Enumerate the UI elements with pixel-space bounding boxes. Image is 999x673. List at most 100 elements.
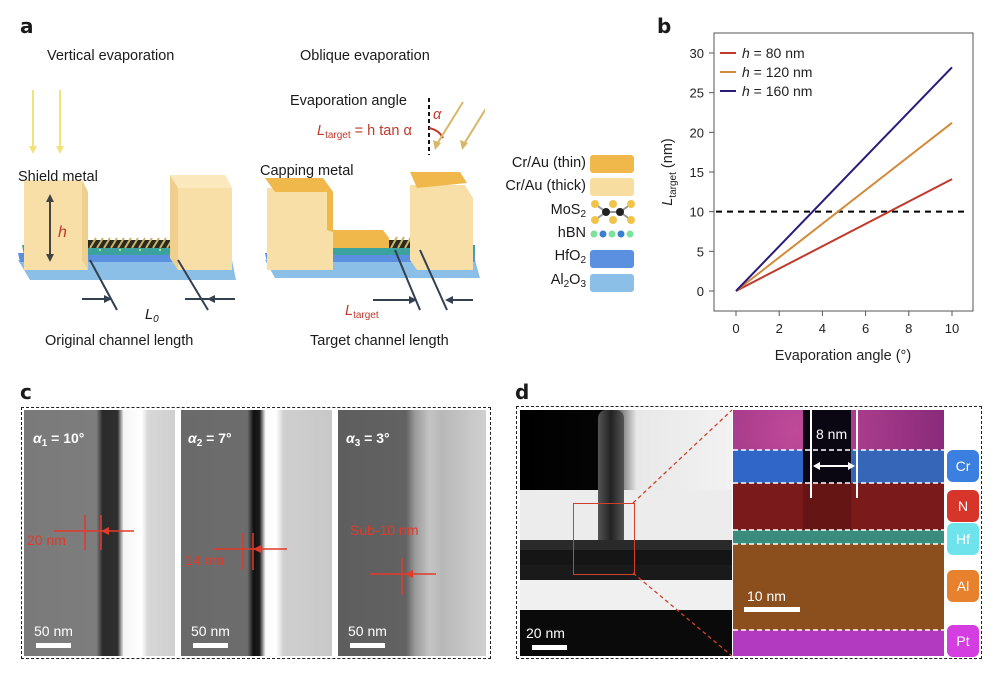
sem-3-angle: α3 = 3°	[346, 430, 390, 449]
panel-a-letter: a	[20, 14, 34, 38]
legend-entry: h = 80 nm	[742, 45, 805, 61]
ltarget-sub: target	[353, 310, 379, 321]
right-capped-block	[410, 172, 473, 270]
y-axis-label-sub: target	[668, 172, 679, 198]
measure-1: 20 nm	[27, 532, 66, 548]
tem-image: 20 nm	[520, 410, 732, 656]
panel-b-letter: b	[657, 14, 672, 38]
x-tick-label: 0	[732, 321, 739, 336]
h-label: h	[58, 224, 67, 241]
l0-main: L	[145, 307, 154, 323]
hfo2-sub: 2	[580, 255, 586, 266]
hbn-dots-icon	[590, 230, 634, 238]
legend-swatch-hfo2	[590, 250, 634, 268]
alpha-3-value: = 3°	[360, 430, 390, 446]
alpha-2-sub: 2	[196, 438, 203, 449]
sem-3-scale-bar	[350, 643, 385, 648]
legend-entry: h = 160 nm	[742, 83, 812, 99]
series-line-h-120-nm	[735, 122, 953, 292]
legend-swatch-al2o3	[590, 274, 634, 292]
mos2-main: MoS	[550, 202, 581, 218]
eds-map: 8 nm 10 nm	[733, 410, 944, 656]
legend-label-cr-au-thick: Cr/Au (thick)	[505, 178, 586, 194]
element-badge-pt: Pt	[947, 625, 979, 657]
formula-main: L	[317, 123, 326, 139]
alpha-1-value: = 10°	[47, 430, 85, 446]
measure-1-marker-icon	[54, 515, 134, 550]
measure-2-marker-icon	[213, 533, 287, 570]
legend-label-cr-au-thin: Cr/Au (thin)	[511, 155, 586, 171]
sem-1-scale-label: 50 nm	[34, 623, 73, 639]
zoom-connector-lines	[632, 409, 733, 657]
al2o3-o: O	[569, 272, 581, 288]
sem-image-3: α3 = 3° Sub-10 nm 50 nm	[338, 410, 486, 656]
ltarget-label: Ltarget	[345, 303, 379, 321]
panel-c-frame	[21, 407, 491, 659]
right-shield-metal	[170, 175, 232, 270]
y-tick-label: 0	[697, 284, 704, 299]
legend-swatch-cr-au-thick	[590, 178, 634, 196]
al2o3-main: Al	[550, 272, 564, 288]
oblique-evaporation-title: Oblique evaporation	[300, 48, 430, 64]
alpha-3: α	[346, 430, 355, 446]
y-axis-label-main: L	[660, 198, 676, 206]
hfo2-main: HfO	[554, 248, 581, 264]
measure-3-marker-icon	[370, 558, 436, 595]
measure-3: Sub-10 nm	[350, 522, 419, 538]
vertical-evaporation-title: Vertical evaporation	[47, 48, 175, 64]
ltarget-main: L	[345, 303, 354, 319]
series-line-h-80-nm	[735, 178, 953, 292]
oblique-evaporation-diagram	[265, 98, 485, 311]
panel-d-frame	[516, 406, 982, 659]
formula-label: Ltarget = h tan α	[317, 123, 412, 141]
formula-rest: = h tan α	[350, 123, 412, 139]
eds-scale-bar	[744, 607, 800, 612]
alpha-3-sub: 3	[354, 438, 361, 449]
series-line-h-160-nm	[735, 66, 953, 292]
alpha-label: α	[433, 107, 442, 123]
panel-c-letter: c	[20, 380, 32, 404]
sem-image-1: α1 = 10° 20 nm 50 nm	[24, 410, 175, 656]
legend-label-al2o3: Al2O3	[500, 272, 586, 290]
al2o3-sub2: 3	[580, 279, 586, 290]
y-tick-label: 20	[690, 125, 704, 140]
mos2-molecule-icon	[591, 200, 635, 224]
vertical-evaporation-diagram	[18, 90, 236, 311]
x-tick-label: 4	[819, 321, 826, 336]
tem-scale-label: 20 nm	[526, 625, 565, 641]
target-channel-caption: Target channel length	[310, 333, 449, 349]
left-shield-metal	[24, 180, 88, 270]
legend-label-hbn: hBN	[557, 225, 586, 241]
evaporation-angle-label: Evaporation angle	[290, 93, 407, 109]
element-badge-cr: Cr	[947, 450, 979, 482]
formula-sub: target	[325, 130, 351, 141]
y-tick-label: 15	[690, 165, 704, 180]
oblique-arrows-icon	[433, 101, 485, 150]
x-tick-label: 2	[776, 321, 783, 336]
panel-d-letter: d	[515, 380, 530, 404]
legend-label-hfo2: HfO2	[500, 248, 586, 266]
element-badge-al: Al	[947, 570, 979, 602]
x-tick-label: 6	[862, 321, 869, 336]
y-tick-label: 10	[690, 205, 704, 220]
sem-3-scale-label: 50 nm	[348, 623, 387, 639]
capping-metal-label: Capping metal	[260, 163, 354, 179]
original-channel-caption: Original channel length	[45, 333, 194, 349]
y-tick-label: 5	[697, 244, 704, 259]
al2o3-sub1: 2	[563, 279, 570, 290]
sem-2-angle: α2 = 7°	[188, 430, 232, 449]
element-badge-n: N	[947, 490, 979, 522]
x-axis-label: Evaporation angle (°)	[775, 348, 911, 364]
y-tick-label: 30	[690, 46, 704, 61]
alpha-2: α	[188, 430, 197, 446]
sem-2-scale-bar	[193, 643, 228, 648]
alpha-1-sub: 1	[41, 438, 48, 449]
l0-sub: 0	[153, 314, 159, 325]
capping-metal-channel	[333, 230, 389, 248]
vertical-arrows-icon	[29, 90, 64, 154]
sem-image-2: α2 = 7° 14 nm 50 nm	[181, 410, 332, 656]
eds-scale-label: 10 nm	[747, 588, 786, 604]
height-arrow-icon	[46, 194, 54, 262]
zoom-region-box	[573, 503, 635, 575]
measure-2: 14 nm	[185, 552, 224, 568]
